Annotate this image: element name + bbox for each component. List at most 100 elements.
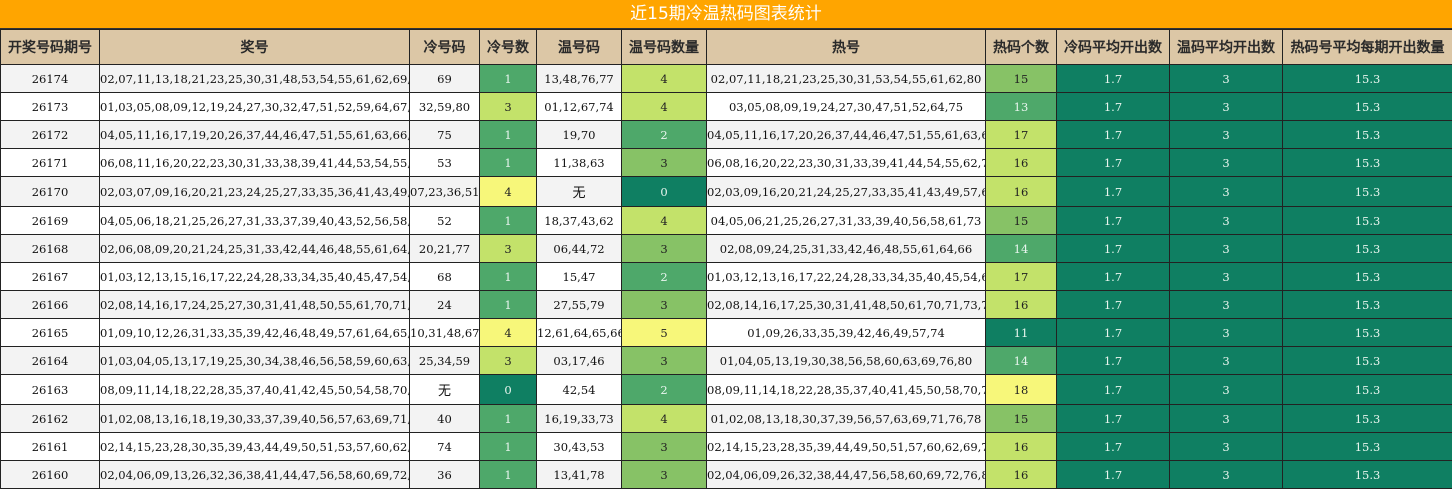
cell-hot-count[interactable]: 16: [985, 176, 1057, 207]
cell-hot[interactable]: 01,02,08,13,18,30,37,39,56,57,63,69,71,7…: [706, 404, 986, 433]
cell-warm[interactable]: 13,48,76,77: [536, 64, 622, 93]
header-numbers[interactable]: 奖号: [99, 29, 410, 65]
cell-hot-avg[interactable]: 15.3: [1282, 432, 1452, 461]
cell-warm-avg[interactable]: 3: [1169, 262, 1283, 291]
cell-issue[interactable]: 26163: [0, 374, 100, 405]
cell-hot[interactable]: 01,09,26,33,35,39,42,46,49,57,74: [706, 318, 986, 347]
cell-hot-avg[interactable]: 15.3: [1282, 176, 1452, 207]
table-row[interactable]: 26169 04,05,06,18,21,25,26,27,31,33,37,39…: [0, 206, 1452, 235]
cell-warm-count[interactable]: 2: [621, 374, 707, 405]
header-warm-count[interactable]: 温号码数量: [621, 29, 707, 65]
cell-warm-count[interactable]: 4: [621, 404, 707, 433]
cell-warm-avg[interactable]: 3: [1169, 234, 1283, 263]
cell-warm-avg[interactable]: 3: [1169, 176, 1283, 207]
cell-cold-count[interactable]: 1: [479, 206, 537, 235]
cell-hot[interactable]: 02,04,06,09,26,32,38,44,47,56,58,60,69,7…: [706, 460, 986, 489]
cell-hot-avg[interactable]: 15.3: [1282, 404, 1452, 433]
cell-hot-count[interactable]: 16: [985, 148, 1057, 177]
cell-issue[interactable]: 26162: [0, 404, 100, 433]
cell-warm[interactable]: 27,55,79: [536, 290, 622, 319]
table-row[interactable]: 26164 01,03,04,05,13,17,19,25,30,34,38,46…: [0, 346, 1452, 375]
cell-cold-avg[interactable]: 1.7: [1056, 120, 1170, 149]
cell-warm[interactable]: 30,43,53: [536, 432, 622, 461]
cell-cold-count[interactable]: 1: [479, 290, 537, 319]
cell-cold[interactable]: 24: [409, 290, 480, 319]
cell-issue[interactable]: 26170: [0, 176, 100, 207]
cell-cold-count[interactable]: 3: [479, 92, 537, 121]
cell-numbers[interactable]: 02,03,07,09,16,20,21,23,24,25,27,33,35,3…: [99, 176, 410, 207]
cell-cold[interactable]: 20,21,77: [409, 234, 480, 263]
cell-cold[interactable]: 40: [409, 404, 480, 433]
cell-warm-count[interactable]: 3: [621, 460, 707, 489]
cell-warm-count[interactable]: 4: [621, 206, 707, 235]
cell-warm-count[interactable]: 4: [621, 92, 707, 121]
cell-issue[interactable]: 26167: [0, 262, 100, 291]
cell-cold[interactable]: 36: [409, 460, 480, 489]
cell-cold-count[interactable]: 1: [479, 404, 537, 433]
cell-issue[interactable]: 26173: [0, 92, 100, 121]
cell-warm-count[interactable]: 2: [621, 120, 707, 149]
cell-hot-avg[interactable]: 15.3: [1282, 148, 1452, 177]
cell-warm[interactable]: 03,17,46: [536, 346, 622, 375]
cell-hot-count[interactable]: 15: [985, 64, 1057, 93]
table-row[interactable]: 26162 01,02,08,13,16,18,19,30,33,37,39,40…: [0, 404, 1452, 433]
cell-hot[interactable]: 03,05,08,09,19,24,27,30,47,51,52,64,75: [706, 92, 986, 121]
cell-cold[interactable]: 32,59,80: [409, 92, 480, 121]
cell-cold-count[interactable]: 4: [479, 176, 537, 207]
cell-hot-count[interactable]: 13: [985, 92, 1057, 121]
cell-warm-count[interactable]: 3: [621, 432, 707, 461]
cell-numbers[interactable]: 01,03,04,05,13,17,19,25,30,34,38,46,56,5…: [99, 346, 410, 375]
cell-warm[interactable]: 16,19,33,73: [536, 404, 622, 433]
cell-cold[interactable]: 无: [409, 374, 480, 405]
cell-warm-count[interactable]: 3: [621, 346, 707, 375]
cell-warm-count[interactable]: 5: [621, 318, 707, 347]
cell-cold[interactable]: 07,23,36,51: [409, 176, 480, 207]
cell-hot[interactable]: 08,09,11,14,18,22,28,35,37,40,41,45,50,5…: [706, 374, 986, 405]
cell-warm[interactable]: 01,12,67,74: [536, 92, 622, 121]
cell-hot[interactable]: 01,03,12,13,16,17,22,24,28,33,34,35,40,4…: [706, 262, 986, 291]
cell-cold-count[interactable]: 4: [479, 318, 537, 347]
header-hot[interactable]: 热号: [706, 29, 986, 65]
cell-warm-avg[interactable]: 3: [1169, 374, 1283, 405]
cell-warm[interactable]: 19,70: [536, 120, 622, 149]
cell-hot-avg[interactable]: 15.3: [1282, 92, 1452, 121]
cell-hot-avg[interactable]: 15.3: [1282, 64, 1452, 93]
cell-hot-count[interactable]: 14: [985, 234, 1057, 263]
cell-numbers[interactable]: 02,06,08,09,20,21,24,25,31,33,42,44,46,4…: [99, 234, 410, 263]
cell-warm[interactable]: 15,47: [536, 262, 622, 291]
header-hot-avg[interactable]: 热码号平均每期开出数量: [1282, 29, 1452, 65]
cell-warm-avg[interactable]: 3: [1169, 460, 1283, 489]
cell-issue[interactable]: 26171: [0, 148, 100, 177]
header-hot-count[interactable]: 热码个数: [985, 29, 1057, 65]
table-row[interactable]: 26170 02,03,07,09,16,20,21,23,24,25,27,33…: [0, 176, 1452, 207]
cell-cold-avg[interactable]: 1.7: [1056, 234, 1170, 263]
cell-hot-count[interactable]: 15: [985, 404, 1057, 433]
cell-issue[interactable]: 26174: [0, 64, 100, 93]
cell-cold-avg[interactable]: 1.7: [1056, 318, 1170, 347]
cell-hot-avg[interactable]: 15.3: [1282, 346, 1452, 375]
cell-warm[interactable]: 06,44,72: [536, 234, 622, 263]
cell-cold-count[interactable]: 1: [479, 460, 537, 489]
cell-hot-count[interactable]: 16: [985, 290, 1057, 319]
cell-issue[interactable]: 26172: [0, 120, 100, 149]
cell-cold-avg[interactable]: 1.7: [1056, 92, 1170, 121]
cell-numbers[interactable]: 01,03,12,13,15,16,17,22,24,28,33,34,35,4…: [99, 262, 410, 291]
cell-hot-count[interactable]: 17: [985, 262, 1057, 291]
cell-hot-avg[interactable]: 15.3: [1282, 206, 1452, 235]
cell-issue[interactable]: 26169: [0, 206, 100, 235]
cell-cold-count[interactable]: 1: [479, 262, 537, 291]
header-warm[interactable]: 温号码: [536, 29, 622, 65]
cell-cold-avg[interactable]: 1.7: [1056, 64, 1170, 93]
header-cold-avg[interactable]: 冷码平均开出数: [1056, 29, 1170, 65]
cell-cold-avg[interactable]: 1.7: [1056, 460, 1170, 489]
cell-cold-avg[interactable]: 1.7: [1056, 432, 1170, 461]
cell-warm[interactable]: 无: [536, 176, 622, 207]
cell-issue[interactable]: 26165: [0, 318, 100, 347]
cell-hot[interactable]: 04,05,06,21,25,26,27,31,33,39,40,56,58,6…: [706, 206, 986, 235]
table-row[interactable]: 26173 01,03,05,08,09,12,19,24,27,30,32,47…: [0, 92, 1452, 121]
cell-hot[interactable]: 02,03,09,16,20,21,24,25,27,33,35,41,43,4…: [706, 176, 986, 207]
cell-cold-avg[interactable]: 1.7: [1056, 346, 1170, 375]
cell-warm[interactable]: 12,61,64,65,66: [536, 318, 622, 347]
cell-cold-avg[interactable]: 1.7: [1056, 206, 1170, 235]
cell-cold-count[interactable]: 1: [479, 148, 537, 177]
